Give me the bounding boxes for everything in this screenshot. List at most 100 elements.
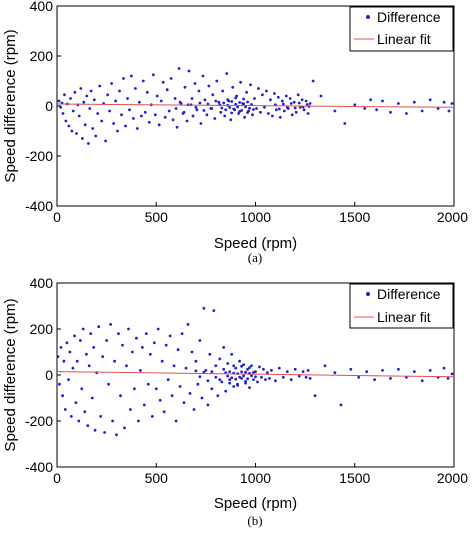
legend-label-fit-b: Linear fit <box>377 309 431 325</box>
scatter-point-b <box>162 410 166 414</box>
scatter-point-a <box>70 129 74 133</box>
legend-marker-difference-b <box>366 292 370 296</box>
scatter-point-a <box>261 93 264 97</box>
scatter-point-a <box>284 94 288 98</box>
scatter-point-b <box>266 371 269 375</box>
scatter-point-a <box>202 109 206 112</box>
scatter-point-b <box>232 385 236 388</box>
scatter-point-b <box>208 352 212 356</box>
scatter-point-b <box>121 343 124 347</box>
scatter-point-b <box>69 415 73 418</box>
y-tick-label-b: -200 <box>25 413 53 429</box>
scatter-point-a <box>94 134 98 138</box>
chart-panel-b: -400 -200 0 200 400 0 500 1000 1500 2000 Speed (… <box>2 275 468 528</box>
scatter-point-b <box>71 366 75 370</box>
x-tick-label-a: 2000 <box>437 209 468 225</box>
scatter-point-a <box>282 109 286 113</box>
scatter-point-b <box>178 385 182 388</box>
scatter-point-a <box>319 94 323 98</box>
scatter-point-b <box>339 403 343 407</box>
scatter-point-b <box>246 377 250 381</box>
scatter-point-b <box>244 380 248 383</box>
caption-a: (a) <box>248 250 262 265</box>
scatter-point-b <box>137 419 140 423</box>
scatter-point-a <box>89 89 93 93</box>
scatter-point-a <box>294 110 298 114</box>
scatter-point-a <box>277 107 281 111</box>
scatter-point-b <box>164 343 168 347</box>
scatter-point-b <box>156 327 160 331</box>
scatter-point-a <box>231 85 235 89</box>
y-axis-ticks-b: -400 -200 0 200 400 <box>25 275 61 475</box>
scatter-point-a <box>236 105 240 109</box>
scatter-point-b <box>256 380 259 384</box>
scatter-point-a <box>203 98 207 102</box>
scatter-point-b <box>222 346 226 349</box>
scatter-point-a <box>269 98 272 102</box>
scatter-point-b <box>218 357 222 361</box>
scatter-point-b <box>117 332 120 335</box>
scatter-point-a <box>120 113 123 117</box>
scatter-point-a <box>174 107 178 110</box>
scatter-point-a <box>191 114 195 118</box>
scatter-point-a <box>353 103 357 107</box>
scatter-point-a <box>290 113 294 117</box>
scatter-point-b <box>228 378 232 381</box>
scatter-point-b <box>204 369 208 372</box>
scatter-point-b <box>125 364 128 368</box>
scatter-point-b <box>90 396 94 400</box>
scatter-point-b <box>67 378 70 381</box>
scatter-point-a <box>305 103 309 106</box>
x-axis-label-b: Speed (rpm) <box>214 495 297 512</box>
legend-a: Difference Linear fit <box>349 6 454 52</box>
scatter-point-a <box>190 97 194 100</box>
scatter-point-b <box>107 382 110 386</box>
scatter-point-b <box>234 377 238 381</box>
scatter-point-a <box>289 102 293 105</box>
scatter-point-b <box>248 366 251 369</box>
scatter-point-a <box>389 110 392 114</box>
scatter-point-b <box>254 375 257 379</box>
scatter-point-b <box>258 365 261 369</box>
legend-box-a <box>349 6 454 52</box>
scatter-point-a <box>116 129 119 133</box>
scatter-point-a <box>151 73 155 77</box>
scatter-point-a <box>210 107 214 110</box>
scatter-point-a <box>92 98 96 102</box>
scatter-point-b <box>450 372 454 376</box>
scatter-point-b <box>270 369 273 372</box>
scatter-point-b <box>148 352 152 356</box>
x-tick-label-b: 0 <box>53 470 61 486</box>
scatter-point-a <box>259 110 262 114</box>
scatter-point-b <box>230 352 234 356</box>
scatter-point-b <box>176 348 180 352</box>
scatter-point-b <box>113 359 116 363</box>
scatter-point-a <box>302 108 306 112</box>
scatter-point-b <box>389 377 392 380</box>
scatter-point-a <box>124 124 127 128</box>
scatter-point-b <box>285 370 289 373</box>
scatter-point-b <box>92 346 96 349</box>
x-tick-label-a: 1000 <box>240 209 271 225</box>
x-axis-ticks-b: 0 500 1000 1500 2000 <box>53 463 468 486</box>
linear-fit-line-a <box>56 103 455 108</box>
scatter-point-a <box>293 106 297 110</box>
linear-fit-line-b <box>56 371 455 378</box>
scatter-point-a <box>363 107 367 110</box>
scatter-point-a <box>230 100 234 103</box>
scatter-point-b <box>206 379 210 383</box>
scatter-point-a <box>436 107 440 110</box>
scatter-point-b <box>105 339 108 342</box>
scatter-point-a <box>239 80 243 84</box>
scatter-point-b <box>420 379 424 383</box>
scatter-point-a <box>213 117 217 120</box>
scatter-point-b <box>277 366 281 370</box>
scatter-point-a <box>197 89 201 93</box>
scatter-point-a <box>217 100 221 104</box>
scatter-point-a <box>159 99 163 103</box>
scatter-point-a <box>77 114 81 118</box>
scatter-point-b <box>365 370 369 373</box>
scatter-point-a <box>75 132 78 135</box>
scatter-point-b <box>154 387 158 391</box>
y-tick-label-a: 400 <box>30 0 54 14</box>
